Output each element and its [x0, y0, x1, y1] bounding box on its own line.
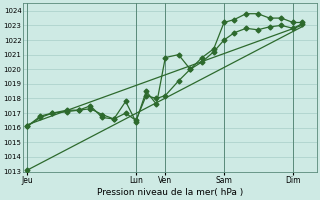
- X-axis label: Pression niveau de la mer( hPa ): Pression niveau de la mer( hPa ): [97, 188, 243, 197]
